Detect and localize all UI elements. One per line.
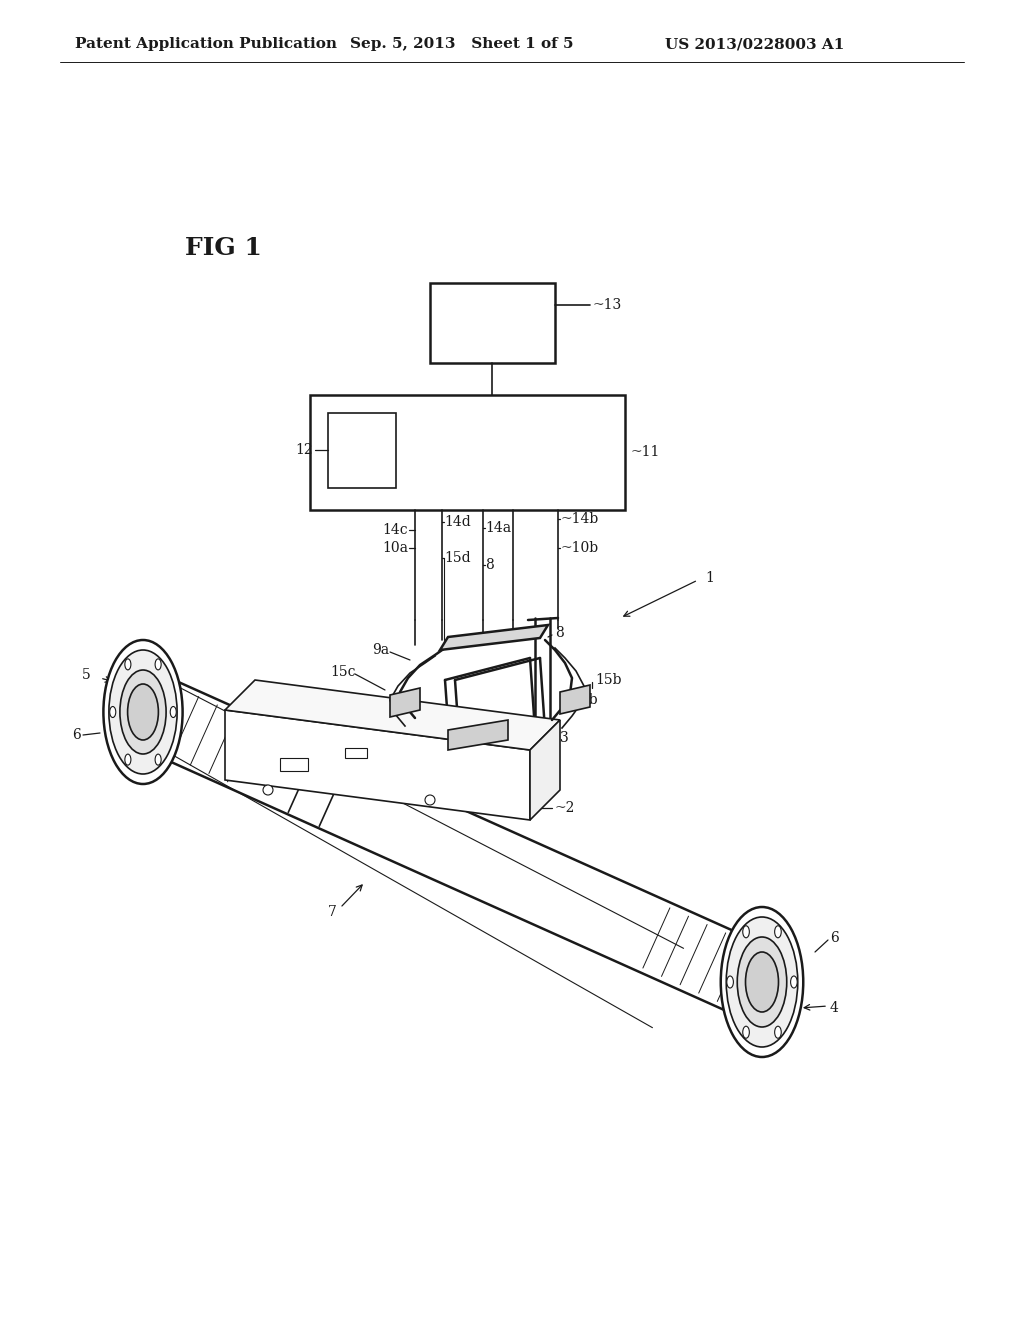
Text: 4: 4 bbox=[830, 1001, 839, 1015]
Text: 15c: 15c bbox=[330, 665, 355, 678]
Ellipse shape bbox=[791, 975, 798, 987]
Ellipse shape bbox=[774, 925, 781, 937]
Text: ~13: ~13 bbox=[592, 298, 622, 312]
Ellipse shape bbox=[721, 907, 803, 1057]
Text: 8: 8 bbox=[555, 626, 564, 640]
Ellipse shape bbox=[742, 925, 750, 937]
Text: ~2: ~2 bbox=[555, 801, 575, 814]
Bar bbox=[345, 748, 367, 758]
Text: ~10b: ~10b bbox=[560, 541, 598, 554]
Polygon shape bbox=[390, 688, 420, 717]
Text: 15b: 15b bbox=[595, 673, 622, 686]
Bar bbox=[430, 282, 555, 363]
Circle shape bbox=[263, 785, 273, 795]
Ellipse shape bbox=[742, 1026, 750, 1039]
Bar bbox=[280, 758, 308, 771]
Ellipse shape bbox=[110, 706, 116, 718]
Ellipse shape bbox=[120, 671, 166, 754]
Text: 6: 6 bbox=[830, 931, 839, 945]
Text: 14a: 14a bbox=[485, 521, 511, 535]
Ellipse shape bbox=[125, 659, 131, 669]
Text: 7: 7 bbox=[328, 906, 337, 919]
Text: 9b: 9b bbox=[580, 693, 598, 708]
Text: ~11: ~11 bbox=[630, 445, 659, 459]
Ellipse shape bbox=[745, 952, 778, 1012]
Ellipse shape bbox=[125, 754, 131, 766]
Ellipse shape bbox=[128, 684, 159, 741]
Text: 8: 8 bbox=[485, 558, 494, 572]
Bar bbox=[328, 413, 396, 488]
Ellipse shape bbox=[155, 659, 161, 669]
Ellipse shape bbox=[774, 1026, 781, 1039]
Polygon shape bbox=[440, 624, 548, 649]
Ellipse shape bbox=[727, 975, 733, 987]
Text: Sep. 5, 2013   Sheet 1 of 5: Sep. 5, 2013 Sheet 1 of 5 bbox=[350, 37, 573, 51]
Text: Patent Application Publication: Patent Application Publication bbox=[75, 37, 337, 51]
Text: 10a: 10a bbox=[382, 541, 408, 554]
Text: 5: 5 bbox=[82, 668, 91, 682]
Polygon shape bbox=[449, 719, 508, 750]
Text: 14d: 14d bbox=[444, 515, 471, 529]
Polygon shape bbox=[225, 710, 530, 820]
Ellipse shape bbox=[155, 754, 161, 766]
Polygon shape bbox=[530, 719, 560, 820]
Text: 3: 3 bbox=[560, 731, 568, 744]
Polygon shape bbox=[225, 680, 560, 750]
Text: 6: 6 bbox=[72, 729, 81, 742]
Text: 15a: 15a bbox=[415, 738, 441, 752]
Ellipse shape bbox=[737, 937, 786, 1027]
Text: ~14b: ~14b bbox=[560, 512, 598, 525]
Ellipse shape bbox=[109, 649, 177, 774]
Text: 1: 1 bbox=[705, 572, 714, 585]
Polygon shape bbox=[560, 685, 590, 714]
Ellipse shape bbox=[103, 640, 182, 784]
Text: 14c: 14c bbox=[382, 523, 408, 537]
Text: 9a: 9a bbox=[372, 643, 389, 657]
Ellipse shape bbox=[170, 706, 176, 718]
Ellipse shape bbox=[726, 917, 798, 1047]
Text: US 2013/0228003 A1: US 2013/0228003 A1 bbox=[665, 37, 845, 51]
Text: FIG 1: FIG 1 bbox=[185, 236, 262, 260]
Text: 15d: 15d bbox=[444, 550, 471, 565]
Text: 12: 12 bbox=[295, 444, 313, 457]
Polygon shape bbox=[132, 676, 783, 1023]
Bar bbox=[310, 395, 625, 510]
Circle shape bbox=[425, 795, 435, 805]
